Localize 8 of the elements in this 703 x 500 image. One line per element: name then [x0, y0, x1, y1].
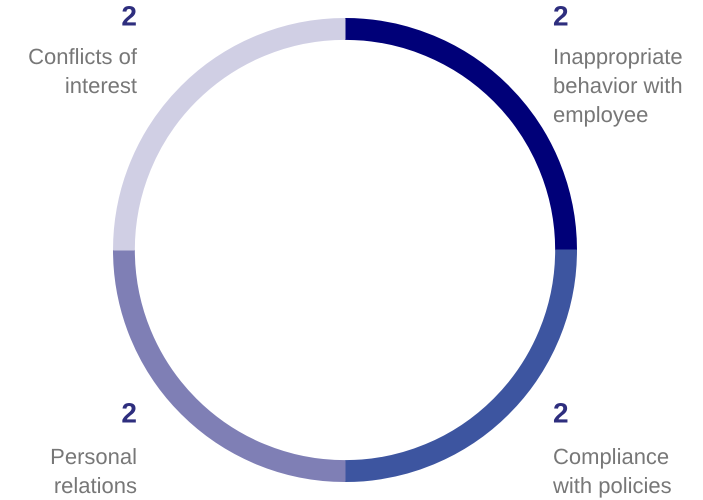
slice-label: Personal relations: [50, 444, 137, 498]
slice-label: Compliance with policies: [552, 444, 672, 498]
data-label: 2: [121, 398, 137, 429]
slice-label: Inappropriate behavior with employee: [553, 44, 683, 128]
slice-label: Conflicts of interest: [28, 44, 138, 98]
data-label: 2: [553, 0, 569, 32]
data-label: 2: [121, 0, 137, 32]
data-label: 2: [553, 398, 569, 429]
